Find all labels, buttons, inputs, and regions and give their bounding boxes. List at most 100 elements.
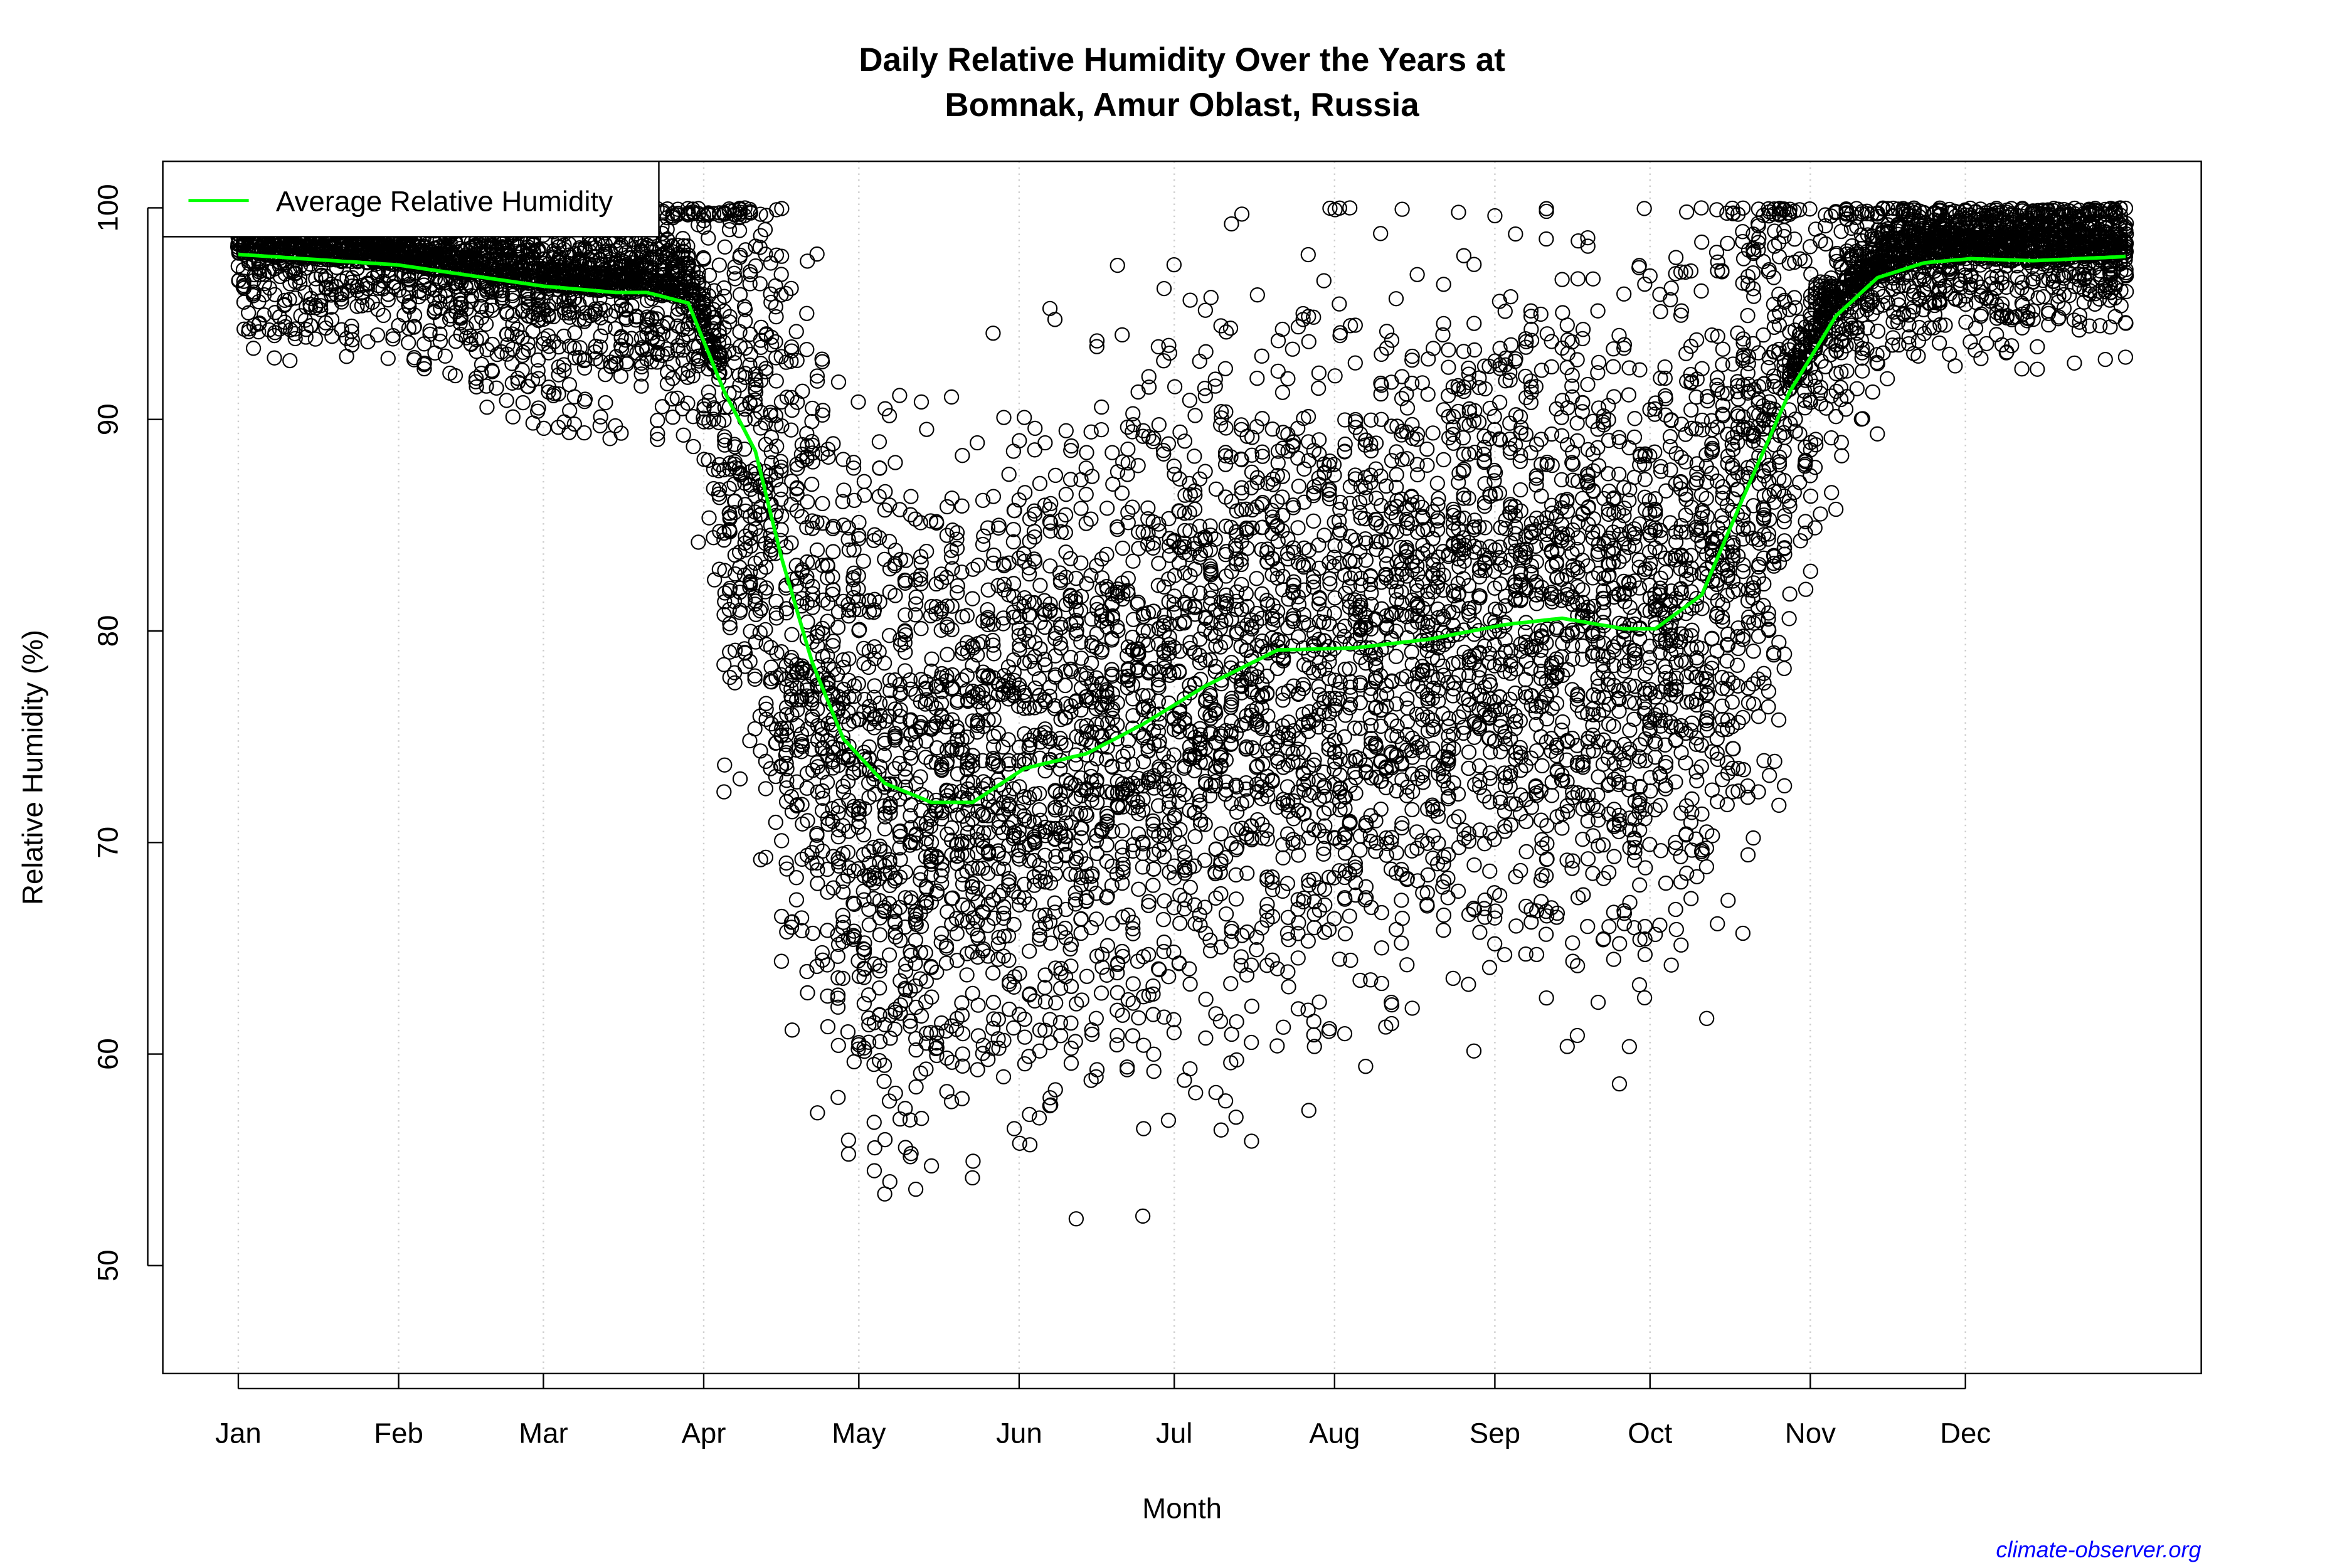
data-point (1222, 320, 1239, 336)
data-point (1274, 384, 1291, 400)
data-point (307, 331, 324, 347)
data-point (1145, 813, 1161, 829)
data-point (1570, 624, 1586, 640)
data-point (1135, 802, 1151, 818)
data-point (469, 315, 484, 331)
data-point (1269, 494, 1285, 509)
data-point (898, 1101, 913, 1116)
data-point (540, 328, 556, 344)
data-point (825, 662, 842, 677)
data-point (1363, 436, 1379, 452)
data-point (1177, 850, 1193, 866)
data-point (1637, 931, 1653, 947)
data-point (1125, 553, 1141, 569)
data-point (1766, 270, 1782, 285)
data-point (881, 628, 898, 644)
data-point (598, 395, 613, 411)
data-point (1130, 458, 1146, 474)
data-point (1001, 756, 1017, 772)
data-point (1571, 233, 1586, 249)
data-point (1300, 246, 1316, 263)
data-point (799, 780, 815, 796)
data-point (1131, 541, 1147, 556)
data-point (1279, 779, 1296, 795)
data-point (1352, 972, 1368, 988)
data-point (1337, 412, 1353, 428)
data-point (1234, 685, 1249, 701)
data-point (1641, 650, 1658, 665)
data-point (887, 455, 903, 470)
data-point (1564, 682, 1580, 697)
data-point (1244, 999, 1260, 1014)
data-point (1440, 890, 1456, 906)
data-point (1042, 300, 1058, 316)
data-point (1337, 926, 1353, 941)
data-point (1534, 488, 1549, 504)
data-point (1213, 318, 1229, 334)
data-point (1378, 478, 1394, 494)
data-point (1352, 751, 1368, 766)
data-point (1099, 837, 1115, 853)
data-point (1663, 280, 1679, 296)
data-point (1093, 985, 1110, 1001)
data-point (1290, 1001, 1306, 1017)
data-point (1042, 875, 1059, 891)
data-point (1005, 534, 1022, 550)
data-point (1637, 946, 1653, 963)
data-point (726, 384, 742, 401)
data-point (1332, 494, 1348, 511)
data-point (1037, 980, 1053, 995)
data-point (1384, 712, 1399, 728)
data-point (1389, 845, 1404, 861)
data-point (1327, 911, 1342, 927)
data-point (1089, 339, 1104, 354)
data-point (1311, 365, 1327, 381)
data-point (871, 434, 887, 450)
data-point (1217, 448, 1234, 464)
data-point (1285, 341, 1300, 357)
data-point (1528, 946, 1545, 963)
data-point (1647, 444, 1663, 460)
data-point (1481, 960, 1498, 975)
data-point (1792, 426, 1808, 442)
data-point (1388, 291, 1404, 307)
data-point (1415, 775, 1431, 790)
data-point (1156, 943, 1172, 960)
data-point (1058, 901, 1074, 918)
data-point (861, 659, 876, 675)
data-point (1125, 424, 1140, 440)
data-point (1626, 429, 1643, 445)
data-point (1022, 1137, 1038, 1153)
data-point (1001, 952, 1017, 968)
data-point (1476, 788, 1492, 804)
data-point (1719, 653, 1735, 669)
data-point (980, 866, 996, 881)
data-point (722, 669, 738, 686)
data-point (1327, 368, 1343, 384)
data-point (825, 801, 840, 817)
chart-title: Daily Relative Humidity Over the Years a… (859, 41, 1505, 78)
data-point (1146, 1064, 1162, 1079)
data-point (1445, 426, 1461, 442)
data-point (1269, 1038, 1285, 1054)
data-point (1528, 437, 1545, 452)
data-point (1384, 728, 1400, 743)
data-point (1217, 445, 1234, 460)
data-point (1512, 806, 1528, 822)
data-point (1280, 964, 1296, 980)
data-point (1229, 1014, 1244, 1030)
data-point (876, 1057, 893, 1073)
data-point (929, 964, 945, 980)
data-point (592, 418, 608, 433)
data-point (810, 718, 825, 734)
data-point (1621, 1039, 1637, 1054)
data-point (768, 334, 783, 350)
data-point (830, 1089, 846, 1105)
data-point (1451, 709, 1467, 725)
data-point (1539, 908, 1555, 924)
data-point (1374, 346, 1389, 363)
data-point (1622, 600, 1638, 615)
data-point (1213, 826, 1229, 842)
data-point (1559, 359, 1575, 376)
